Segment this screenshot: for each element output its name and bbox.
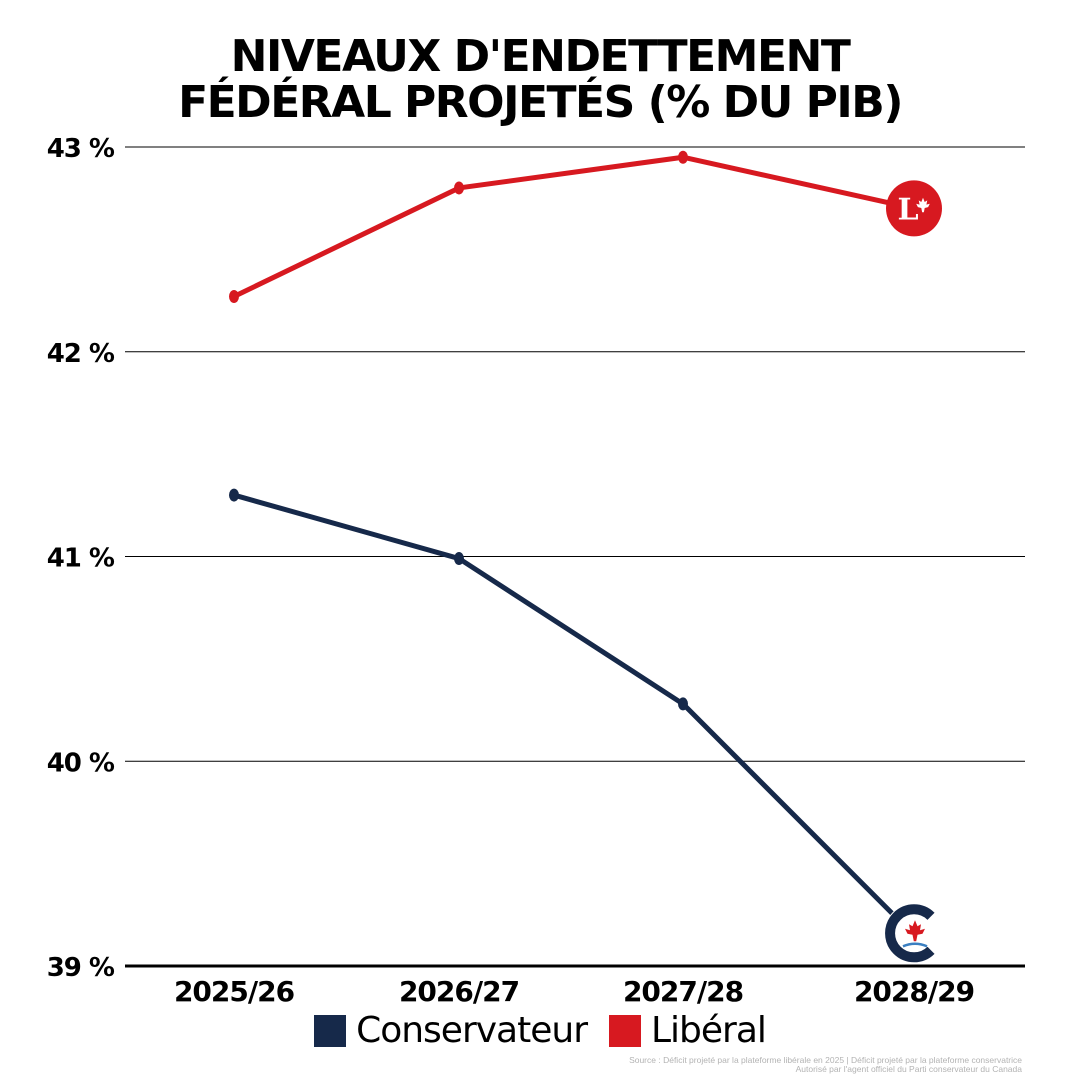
source-note: Source : Déficit projeté par la platefor… [629,1056,1022,1074]
conservative-logo-wave [902,942,928,948]
legend-label-liberal: Libéral [651,1010,767,1051]
series-lines [229,150,917,938]
maple-leaf-icon [916,197,930,213]
data-point-conservateur [454,552,464,566]
legend: Conservateur Libéral [0,1010,1080,1051]
maple-leaf-icon [905,920,925,942]
liberal-logo: L [886,180,942,237]
legend-swatch-conservateur [314,1014,347,1047]
chart-title: NIVEAUX D'ENDETTEMENT FÉDÉRAL PROJETÉS (… [0,34,1080,126]
data-point-conservateur [678,697,688,711]
data-point-libral [454,181,464,195]
source-line-2: Autorisé par l'agent officiel du Parti c… [795,1064,1022,1074]
x-tick-label: 2027/28 [623,975,743,1008]
legend-label-conservateur: Conservateur [356,1010,588,1051]
chart-title-line-2: FÉDÉRAL PROJETÉS (% DU PIB) [178,77,903,128]
x-tick-label: 2028/29 [854,975,974,1008]
legend-swatch-liberal [609,1014,641,1047]
x-tick-label: 2025/26 [174,975,294,1008]
source-line-1: Source : Déficit projeté par la platefor… [629,1055,1022,1065]
y-tick-label: 39 % [47,953,115,983]
series-line-conservateur [231,492,917,938]
legend-item-conservateur: Conservateur [314,1010,588,1051]
data-point-libral [229,289,239,303]
liberal-logo-letter: L [897,192,918,227]
x-axis-tick-labels: 2025/26 2026/27 2027/28 2028/29 [174,975,975,1008]
legend-item-liberal: Libéral [609,1010,767,1051]
conservative-logo [884,903,944,964]
y-tick-label: 41 % [47,544,115,574]
conservative-logo-c [885,904,935,963]
y-axis-tick-labels: 39 % 40 % 41 % 42 % 43 % [47,134,116,983]
y-tick-label: 43 % [47,134,115,164]
y-tick-label: 40 % [47,748,115,778]
data-point-libral [678,150,688,164]
series-end-logos: L [884,180,944,964]
series-line-libral [231,154,917,299]
liberal-logo-disc [886,180,942,237]
gridlines [125,146,1025,968]
data-point-conservateur [229,488,239,502]
chart-title-line-1: NIVEAUX D'ENDETTEMENT [230,31,851,82]
x-tick-label: 2026/27 [399,975,519,1008]
y-tick-label: 42 % [47,339,115,369]
